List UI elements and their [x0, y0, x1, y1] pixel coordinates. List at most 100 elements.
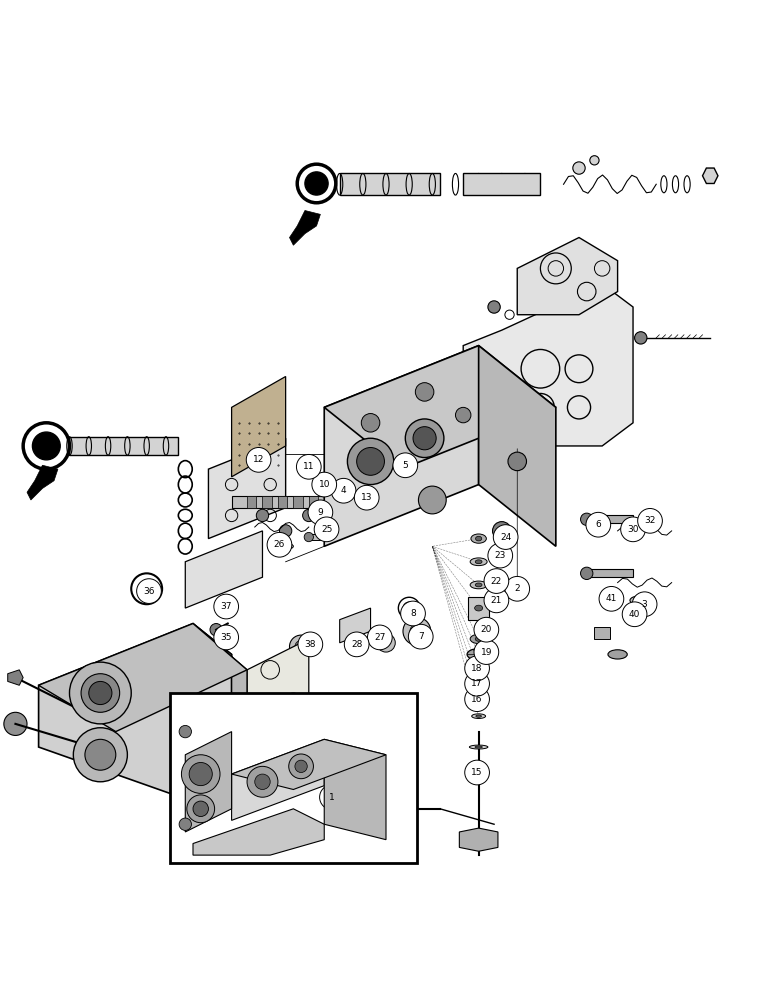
Circle shape	[314, 517, 339, 542]
Polygon shape	[324, 346, 556, 469]
Text: 12: 12	[253, 455, 264, 464]
Text: 17: 17	[472, 679, 482, 688]
Ellipse shape	[476, 637, 482, 641]
Circle shape	[410, 624, 424, 638]
Text: 1: 1	[329, 793, 335, 802]
Circle shape	[635, 332, 647, 344]
Polygon shape	[324, 346, 479, 546]
Ellipse shape	[470, 634, 487, 644]
Bar	[587, 569, 633, 577]
Text: 20: 20	[481, 625, 492, 634]
Circle shape	[187, 795, 215, 823]
Bar	[262, 496, 272, 508]
Text: 6: 6	[595, 520, 601, 529]
Polygon shape	[324, 739, 386, 840]
Ellipse shape	[470, 558, 487, 566]
Circle shape	[344, 632, 369, 657]
Circle shape	[32, 432, 60, 460]
Text: 30: 30	[628, 525, 638, 534]
Circle shape	[4, 712, 27, 735]
Text: 35: 35	[221, 633, 232, 642]
Circle shape	[455, 407, 471, 423]
Polygon shape	[8, 670, 23, 685]
Bar	[278, 496, 287, 508]
Text: 15: 15	[472, 768, 482, 777]
Ellipse shape	[471, 667, 486, 673]
Polygon shape	[247, 639, 309, 762]
Ellipse shape	[278, 543, 293, 549]
Polygon shape	[463, 284, 633, 446]
Circle shape	[621, 517, 645, 542]
Ellipse shape	[469, 745, 488, 749]
Ellipse shape	[475, 605, 482, 611]
Circle shape	[632, 592, 657, 617]
Polygon shape	[193, 809, 324, 855]
Polygon shape	[39, 624, 247, 732]
Circle shape	[488, 301, 500, 313]
Circle shape	[354, 485, 379, 510]
Circle shape	[179, 725, 191, 738]
Ellipse shape	[630, 596, 652, 605]
Circle shape	[73, 728, 127, 782]
Circle shape	[312, 472, 337, 497]
Text: 28: 28	[351, 640, 362, 649]
Circle shape	[403, 602, 415, 614]
Circle shape	[290, 635, 313, 658]
Text: 26: 26	[274, 540, 285, 549]
Circle shape	[573, 162, 585, 174]
Circle shape	[505, 576, 530, 601]
Polygon shape	[290, 211, 320, 245]
Circle shape	[289, 754, 313, 779]
Text: 21: 21	[491, 596, 502, 605]
Circle shape	[493, 525, 518, 549]
Text: 40: 40	[629, 610, 640, 619]
Ellipse shape	[476, 700, 482, 702]
Polygon shape	[27, 465, 58, 500]
Ellipse shape	[476, 668, 482, 671]
Circle shape	[377, 634, 395, 652]
Circle shape	[298, 632, 323, 657]
Circle shape	[586, 512, 611, 537]
Circle shape	[305, 172, 328, 195]
Circle shape	[599, 586, 624, 611]
Ellipse shape	[472, 698, 486, 703]
Circle shape	[179, 818, 191, 830]
Text: 7: 7	[418, 632, 424, 641]
Circle shape	[181, 755, 220, 793]
Circle shape	[246, 448, 271, 472]
Circle shape	[137, 579, 161, 603]
Circle shape	[590, 156, 599, 165]
Circle shape	[139, 581, 154, 596]
Polygon shape	[232, 739, 386, 790]
Circle shape	[367, 625, 392, 650]
Ellipse shape	[469, 602, 489, 614]
Circle shape	[401, 601, 425, 626]
Text: 36: 36	[144, 587, 154, 596]
Text: 23: 23	[495, 551, 506, 560]
Bar	[309, 534, 328, 540]
Circle shape	[71, 702, 83, 715]
Text: 25: 25	[321, 525, 332, 534]
Text: 3: 3	[642, 600, 648, 609]
Bar	[247, 496, 256, 508]
Text: 13: 13	[361, 493, 372, 502]
Ellipse shape	[467, 649, 490, 660]
Ellipse shape	[476, 536, 482, 541]
Text: 41: 41	[606, 594, 617, 603]
Bar	[463, 173, 540, 195]
Circle shape	[267, 532, 292, 557]
Text: 8: 8	[410, 609, 416, 618]
Circle shape	[357, 448, 384, 475]
Circle shape	[295, 760, 307, 773]
Circle shape	[189, 762, 212, 786]
Circle shape	[247, 766, 278, 797]
Polygon shape	[340, 608, 371, 643]
Circle shape	[474, 617, 499, 642]
Circle shape	[304, 532, 313, 542]
Circle shape	[308, 500, 333, 525]
Polygon shape	[232, 376, 286, 477]
Text: 27: 27	[374, 633, 385, 642]
Text: 2: 2	[514, 584, 520, 593]
Circle shape	[413, 427, 436, 450]
Polygon shape	[459, 828, 498, 851]
